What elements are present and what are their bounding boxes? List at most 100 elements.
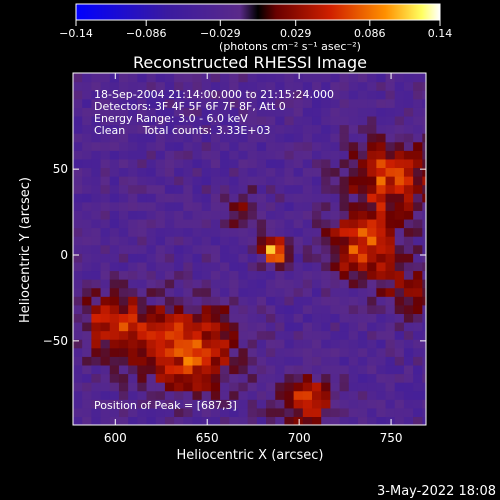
heatmap-cell — [284, 304, 295, 314]
heatmap-cell — [422, 416, 426, 425]
heatmap-cell — [330, 244, 341, 254]
heatmap-cell — [229, 321, 240, 332]
heatmap-cell — [247, 133, 258, 143]
heatmap-cell — [348, 167, 359, 177]
heatmap-cell — [220, 201, 230, 211]
heatmap-cell — [238, 356, 249, 366]
heatmap-cell — [164, 227, 175, 237]
heatmap-cell — [146, 133, 157, 143]
heatmap-cell — [275, 244, 286, 254]
heatmap-cell — [367, 107, 377, 117]
heatmap-cell — [220, 184, 230, 194]
heatmap-cell — [312, 287, 322, 297]
heatmap-cell — [266, 356, 276, 366]
heatmap-cell — [266, 382, 276, 392]
heatmap-cell — [220, 141, 230, 151]
heatmap-cell — [229, 287, 240, 297]
heatmap-cell — [385, 287, 396, 297]
heatmap-cell — [422, 356, 426, 366]
heatmap-cell — [146, 390, 157, 400]
heatmap-cell — [284, 407, 295, 418]
heatmap-cell — [385, 364, 396, 375]
heatmap-cell — [118, 279, 129, 289]
x-tick-label: 650 — [196, 431, 219, 445]
heatmap-cell — [376, 407, 387, 418]
heatmap-cell — [192, 158, 203, 169]
heatmap-cell — [348, 201, 359, 211]
heatmap-cell — [330, 330, 341, 340]
heatmap-cell — [293, 304, 304, 314]
heatmap-cell — [201, 339, 212, 349]
heatmap-cell — [256, 390, 267, 400]
heatmap-cell — [73, 261, 83, 272]
heatmap-cell — [413, 184, 423, 194]
heatmap-cell — [367, 347, 377, 357]
heatmap-cell — [293, 296, 304, 306]
heatmap-cell — [73, 236, 83, 246]
heatmap-cell — [403, 339, 414, 349]
heatmap-cell — [376, 287, 387, 297]
heatmap-cell — [174, 407, 184, 418]
heatmap-cell — [284, 133, 295, 143]
heatmap-cell — [137, 313, 148, 323]
heatmap-cell — [284, 218, 295, 229]
heatmap-cell — [100, 124, 111, 134]
heatmap-cell — [247, 364, 258, 375]
heatmap-cell — [348, 304, 359, 314]
heatmap-cell — [302, 339, 313, 349]
heatmap-cell — [146, 287, 157, 297]
heatmap-cell — [192, 115, 203, 126]
heatmap-cell — [91, 407, 102, 418]
heatmap-cell — [266, 236, 276, 246]
colorbar — [75, 3, 441, 21]
heatmap-cell — [266, 227, 276, 237]
heatmap-cell — [403, 193, 414, 203]
heatmap-cell — [284, 210, 295, 220]
heatmap-cell — [118, 313, 129, 323]
heatmap-cell — [385, 73, 396, 83]
heatmap-cell — [192, 81, 203, 91]
heatmap-cell — [201, 356, 212, 366]
heatmap-cell — [394, 201, 405, 211]
heatmap-cell — [302, 304, 313, 314]
heatmap-cell — [210, 304, 221, 314]
heatmap-cell — [137, 236, 148, 246]
heatmap-cell — [376, 330, 387, 340]
heatmap-cell — [422, 133, 426, 143]
heatmap-cell — [367, 176, 377, 186]
heatmap-cell — [220, 150, 230, 160]
heatmap-cell — [155, 150, 166, 160]
heatmap-cell — [146, 296, 157, 306]
heatmap-cell — [266, 73, 276, 83]
heatmap-cell — [330, 81, 341, 91]
heatmap-cell — [82, 90, 92, 100]
heatmap-cell — [183, 399, 194, 409]
heatmap-cell — [137, 373, 148, 383]
heatmap-cell — [339, 133, 350, 143]
heatmap-cell — [312, 141, 322, 151]
heatmap-cell — [201, 261, 212, 272]
heatmap-cell — [174, 210, 184, 220]
heatmap-cell — [302, 133, 313, 143]
heatmap-cell — [229, 347, 240, 357]
heatmap-cell — [238, 141, 249, 151]
heatmap-cell — [302, 244, 313, 254]
heatmap-cell — [137, 287, 148, 297]
heatmap-cell — [422, 407, 426, 418]
heatmap-cell — [357, 390, 368, 400]
heatmap-cell — [91, 141, 102, 151]
heatmap-cell — [256, 399, 267, 409]
heatmap-cell — [174, 321, 184, 332]
heatmap-cell — [413, 287, 423, 297]
heatmap-cell — [146, 416, 157, 425]
heatmap-cell — [284, 296, 295, 306]
heatmap-cell — [275, 201, 286, 211]
heatmap-cell — [275, 261, 286, 272]
heatmap-cell — [229, 150, 240, 160]
heatmap-cell — [385, 133, 396, 143]
heatmap-cell — [284, 253, 295, 263]
heatmap-cell — [312, 330, 322, 340]
heatmap-cell — [183, 382, 194, 392]
heatmap-cell — [183, 158, 194, 169]
heatmap-cell — [357, 339, 368, 349]
